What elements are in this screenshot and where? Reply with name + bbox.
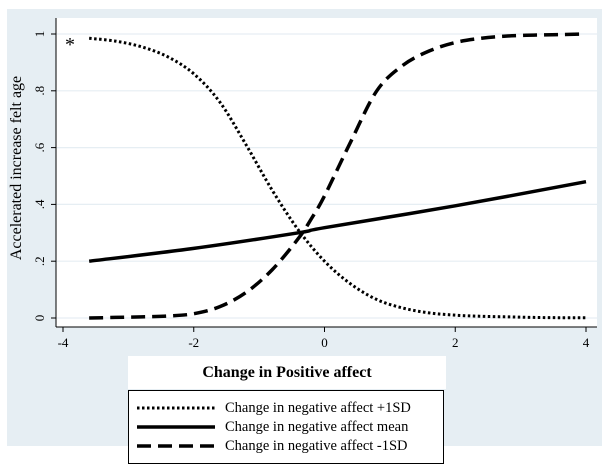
legend-item-mean: Change in negative affect mean xyxy=(137,418,408,436)
legend-label: Change in negative affect mean xyxy=(225,418,409,435)
chart-annotation: * xyxy=(65,34,75,56)
legend-item-plus-1sd: Change in negative affect +1SD xyxy=(137,399,411,417)
legend: Change in negative affect +1SD Change in… xyxy=(128,390,444,464)
y-tick-label: 1 xyxy=(32,31,47,38)
series-line-dashed xyxy=(89,32,587,320)
x-axis-title: Change in Positive affect xyxy=(202,363,372,381)
x-tick-label: -2 xyxy=(188,335,199,350)
series-line-solid xyxy=(88,179,587,263)
legend-label: Change in negative affect -1SD xyxy=(225,437,408,454)
legend-swatch-dashed xyxy=(137,444,215,448)
legend-label: Change in negative affect +1SD xyxy=(225,399,411,416)
legend-swatch-solid xyxy=(137,425,215,429)
x-tick-label: -4 xyxy=(58,335,69,350)
legend-swatch-dotted xyxy=(137,406,215,410)
plot-area xyxy=(56,18,597,327)
y-tick-label: .6 xyxy=(32,142,47,152)
y-tick-label: .4 xyxy=(32,199,47,209)
y-tick-label: .8 xyxy=(32,86,47,96)
x-axis-title-box: Change in Positive affect xyxy=(128,356,446,389)
y-axis-title: Accelerated increase felt age xyxy=(8,76,25,260)
x-tick-label: 0 xyxy=(321,335,328,350)
y-tick-label: 0 xyxy=(32,315,47,322)
legend-item-minus-1sd: Change in negative affect -1SD xyxy=(137,437,408,455)
x-tick-label: 2 xyxy=(452,335,459,350)
x-tick-label: 4 xyxy=(583,335,590,350)
y-tick-label: .2 xyxy=(32,256,47,266)
